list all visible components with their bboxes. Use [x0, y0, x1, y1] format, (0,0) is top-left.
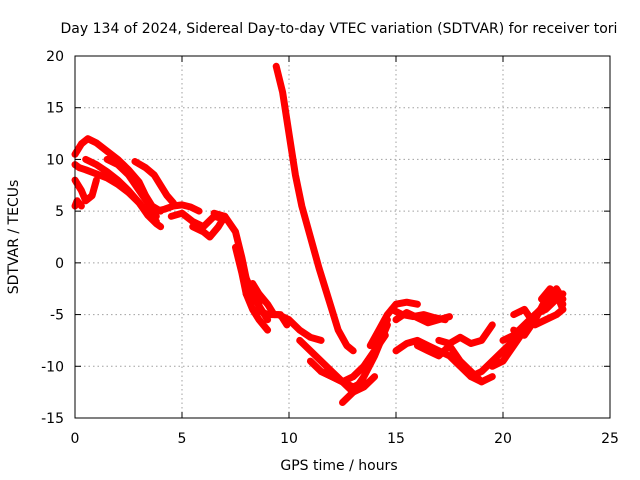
y-tick-label: 0	[55, 256, 64, 272]
data-series-track-24	[392, 309, 453, 327]
data-series-track-6	[103, 155, 160, 220]
y-tick-label: -15	[41, 411, 64, 427]
y-tick-label: -5	[50, 308, 64, 324]
data-series-track-4	[71, 197, 85, 210]
y-tick-label: 20	[46, 49, 64, 65]
x-tick-label: 5	[178, 431, 187, 447]
x-tick-label: 10	[280, 431, 298, 447]
y-axis-label: SDTVAR / TECUs	[6, 180, 22, 295]
data-series-track-32	[510, 305, 567, 329]
data-series-track-27	[435, 321, 496, 347]
data-series-track-3	[71, 176, 100, 205]
axis-ticks: 0 5 10 15 20 25 -15 -10 -5 0 5 10 15 20	[41, 49, 619, 447]
data-series-track-7	[131, 158, 177, 207]
x-axis-label: GPS time / hours	[280, 458, 397, 474]
data-series-track-5	[82, 155, 160, 225]
data-series-track-26	[413, 342, 496, 386]
grid	[75, 56, 610, 418]
data-series-track-21	[349, 316, 391, 381]
y-tick-label: 5	[55, 204, 64, 220]
data-series	[71, 62, 567, 406]
y-tick-label: 10	[46, 152, 64, 168]
data-series-track-25	[392, 336, 486, 386]
plot-frame	[74, 55, 611, 419]
x-tick-label: 20	[494, 431, 512, 447]
y-tick-label: -10	[41, 359, 64, 375]
data-series-track-15	[253, 305, 325, 344]
x-tick-label: 15	[387, 431, 405, 447]
data-series-track-16	[272, 62, 357, 355]
y-tick-label: 15	[46, 101, 64, 117]
data-series-track-19	[317, 368, 379, 396]
data-series-track-8	[152, 201, 203, 215]
x-tick-label: 0	[71, 431, 80, 447]
data-series-track-10	[189, 212, 229, 241]
chart-title: Day 134 of 2024, Sidereal Day-to-day VTE…	[61, 21, 618, 37]
x-tick-label: 25	[601, 431, 619, 447]
data-series-track-33	[538, 285, 567, 313]
